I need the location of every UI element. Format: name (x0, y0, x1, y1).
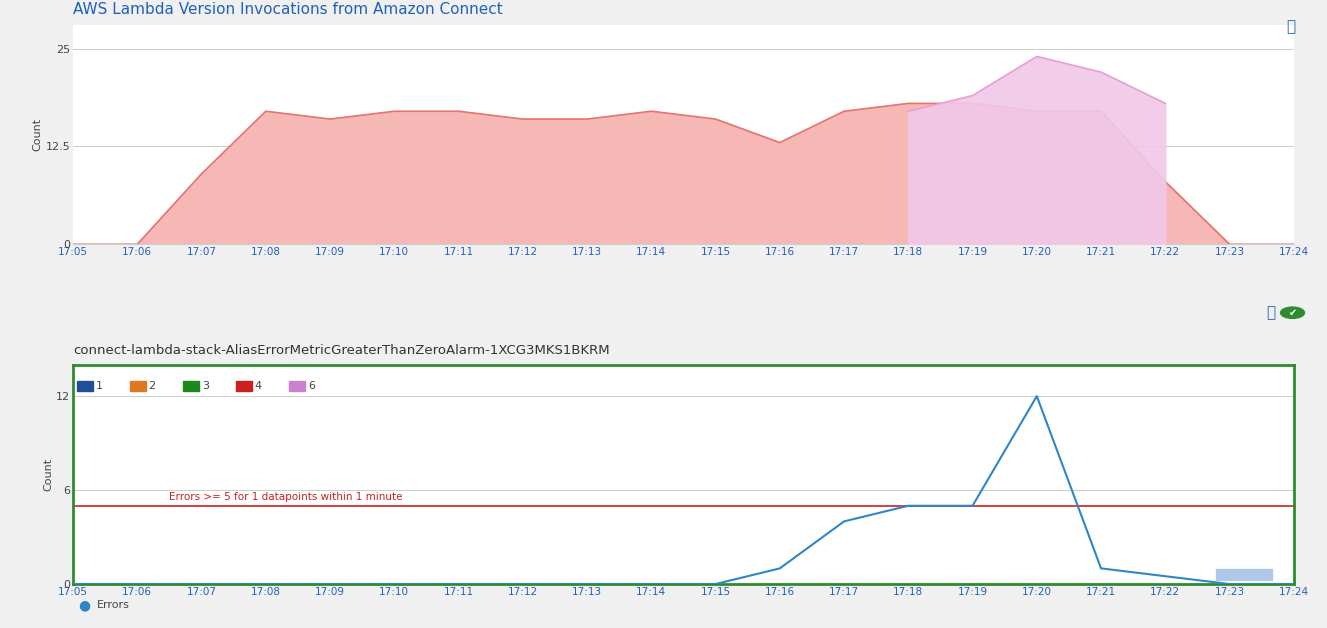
Text: Errors: Errors (97, 600, 130, 610)
Text: 6: 6 (308, 381, 314, 391)
Text: 1: 1 (96, 381, 102, 391)
Bar (1216, 569, 1273, 580)
Text: AWS Lambda Version Invocations from Amazon Connect: AWS Lambda Version Invocations from Amaz… (73, 2, 503, 17)
Text: 3: 3 (202, 381, 208, 391)
Text: ●: ● (78, 598, 90, 612)
Bar (1216, 381, 1273, 392)
Text: connect-lambda-stack-AliasErrorMetricGreaterThanZeroAlarm-1XCG3MKS1BKRM: connect-lambda-stack-AliasErrorMetricGre… (73, 344, 609, 357)
Y-axis label: Count: Count (33, 118, 42, 151)
Text: ⌕: ⌕ (1267, 305, 1275, 320)
Text: 4: 4 (255, 381, 261, 391)
Text: ✔: ✔ (1289, 308, 1296, 318)
Y-axis label: Count: Count (44, 458, 53, 491)
Text: 2: 2 (149, 381, 155, 391)
Text: ⌕: ⌕ (1287, 19, 1295, 35)
Text: Errors >= 5 for 1 datapoints within 1 minute: Errors >= 5 for 1 datapoints within 1 mi… (170, 492, 403, 502)
